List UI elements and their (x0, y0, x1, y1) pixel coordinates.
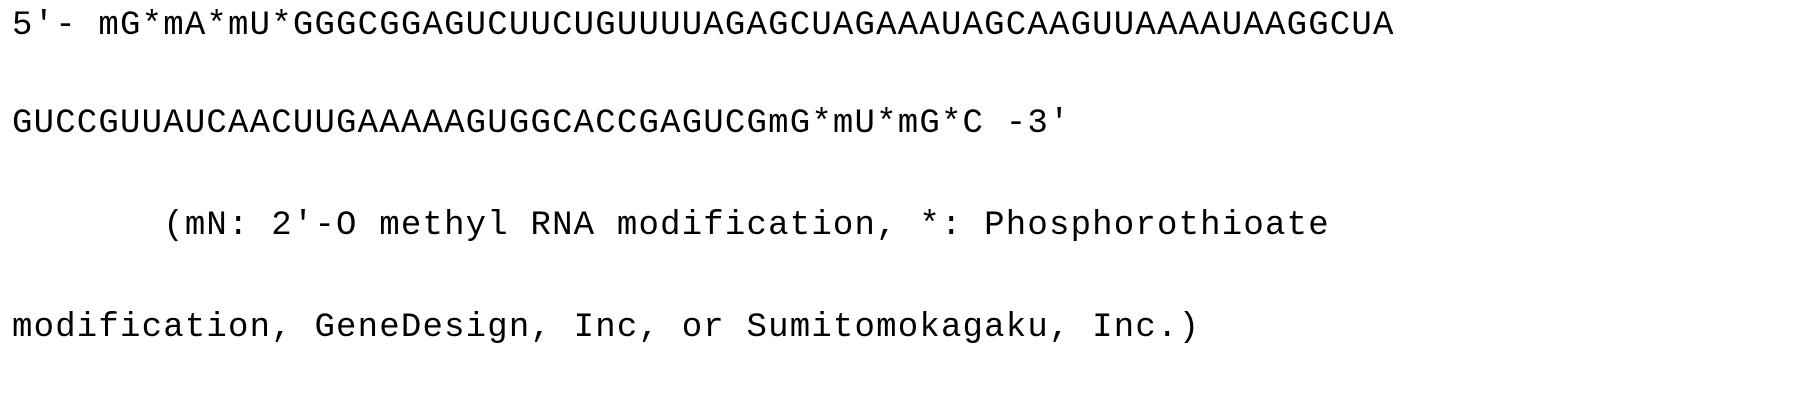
sequence-line-1: 5'- mG*mA*mU*GGGCGGAGUCUUCUGUUUUAGAGCUAG… (12, 6, 1395, 46)
note-line-2: modification, GeneDesign, Inc, or Sumito… (12, 308, 1200, 348)
sequence-line-2: GUCCGUUAUCAACUUGAAAAAGUGGCACCGAGUCGmG*mU… (12, 104, 1071, 144)
note-line-1: (mN: 2'-O methyl RNA modification, *: Ph… (12, 206, 1330, 246)
